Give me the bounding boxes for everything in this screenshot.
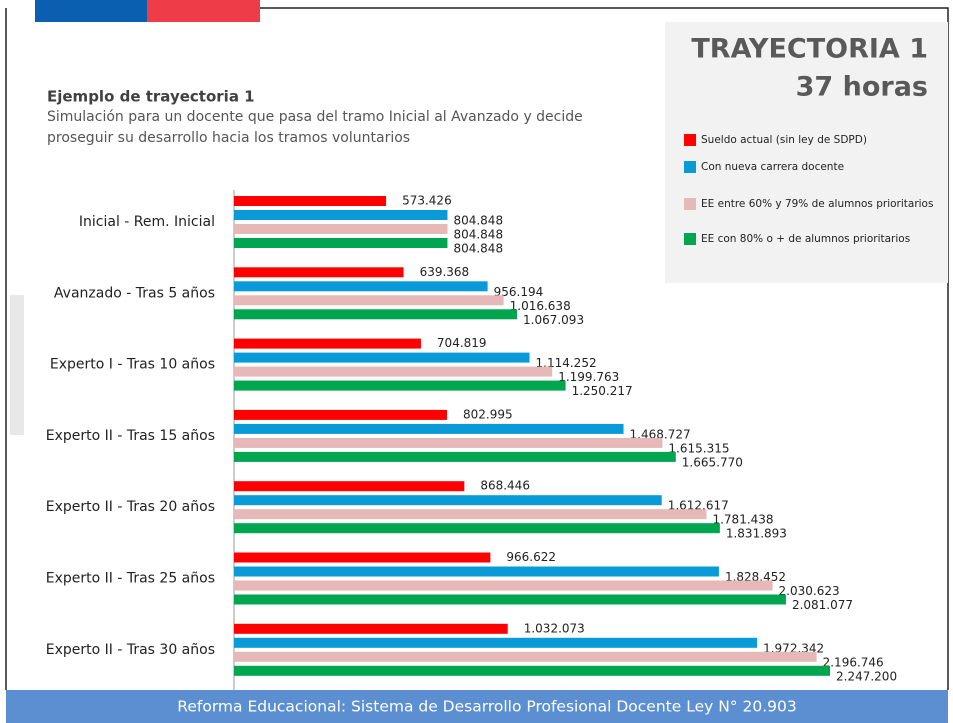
value-label: 1.199.763 [558,370,619,384]
value-label: 2.247.200 [836,669,897,683]
bar [234,366,553,377]
value-label: 1.615.315 [668,441,729,455]
value-label: 1.067.093 [523,313,584,327]
bar [234,566,719,577]
legend-swatch [684,233,696,245]
stripe-red [147,0,260,22]
bar [234,580,773,591]
bar [234,338,421,349]
bar [234,651,817,662]
subtitle: 37 horas [796,72,928,103]
bar [234,665,830,676]
legend-label: EE entre 60% y 79% de alumnos prioritari… [701,198,933,210]
bar [234,224,448,234]
bar [234,509,707,520]
value-label: 804.848 [453,228,503,242]
bar [234,523,720,534]
bar [234,196,387,206]
bar [234,210,448,220]
frame [5,7,949,690]
value-label: 1.032.073 [524,621,585,635]
bar [234,437,663,448]
bar [234,281,488,292]
bar [234,594,786,605]
bar [234,552,491,563]
value-label: 802.995 [463,407,513,421]
bar [234,481,465,492]
legend-label: Con nueva carrera docente [701,161,844,173]
title-panel [665,22,948,283]
value-label: 1.016.638 [510,299,571,313]
legend-label: Sueldo actual (sin ley de SDPD) [701,134,867,146]
category-label: Experto II - Tras 15 años [46,428,215,444]
value-label: 804.848 [453,214,503,228]
value-label: 639.368 [420,265,470,279]
caption-title: Ejemplo de trayectoria 1 [47,88,255,106]
bar [234,637,758,648]
value-label: 1.665.770 [682,455,743,469]
value-label: 704.819 [437,336,487,350]
bar [234,267,404,278]
value-label: 2.030.623 [779,584,840,598]
footer: Reforma Educacional: Sistema de Desarrol… [177,698,796,716]
legend-swatch [684,198,696,210]
bar [234,623,508,634]
category-label: Experto I - Tras 10 años [50,357,215,373]
category-label: Experto II - Tras 25 años [46,571,215,587]
bar [234,295,504,306]
caption-line: proseguir su desarrollo hacia los tramos… [47,130,410,146]
caption-line: Simulación para un docente que pasa del … [47,109,583,125]
value-label: 1.831.893 [726,527,787,541]
bar [234,352,530,363]
value-label: 1.250.217 [572,384,633,398]
stripe-blue [35,0,147,22]
value-label: 956.194 [494,285,544,299]
title: TRAYECTORIA 1 [691,34,928,65]
value-label: 2.081.077 [792,598,853,612]
legend-label: EE con 80% o + de alumnos prioritarios [701,233,910,245]
category-label: Experto II - Tras 20 años [46,499,215,515]
bar [234,409,447,420]
value-label: 1.781.438 [712,513,773,527]
bar [234,380,566,391]
category-label: Inicial - Rem. Inicial [79,214,215,230]
value-label: 966.622 [506,550,556,564]
bar [234,495,662,506]
legend-swatch [684,134,696,146]
bar [234,309,518,320]
value-label: 2.196.746 [823,655,884,669]
bar [234,451,676,462]
bar [234,238,448,248]
footer-band [6,690,948,723]
value-label: 573.426 [402,194,452,208]
bar [234,423,624,434]
value-label: 804.848 [453,242,503,256]
legend-swatch [684,161,696,173]
value-label: 868.446 [480,479,530,493]
side-tab [10,295,24,435]
category-label: Avanzado - Tras 5 años [54,285,215,301]
category-label: Experto II - Tras 30 años [46,642,215,658]
